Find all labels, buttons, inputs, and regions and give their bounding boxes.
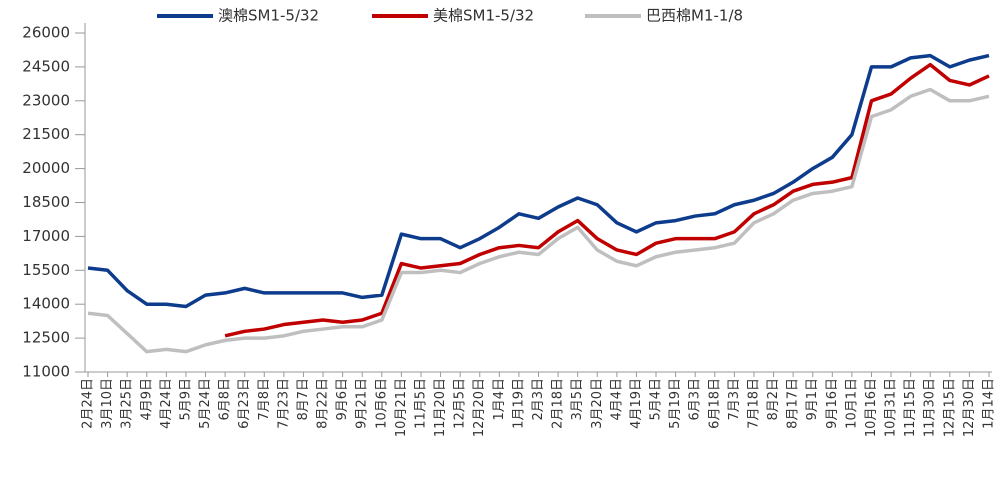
x-tick-label: 10月1日 (844, 378, 859, 429)
x-tick-label: 11月5日 (413, 378, 428, 429)
y-tick-label: 21500 (22, 125, 70, 143)
x-tick-label: 1月19日 (511, 378, 526, 429)
y-tick-label: 26000 (22, 24, 70, 42)
x-tick-label: 9月21日 (355, 378, 370, 429)
x-tick-label: 7月8日 (257, 378, 272, 421)
x-tick-label: 12月15日 (942, 378, 957, 437)
y-tick-label: 15500 (22, 261, 70, 279)
x-tick-label: 4月19日 (629, 378, 644, 429)
x-tick-label: 12月20日 (472, 378, 487, 437)
x-tick-label: 2月3日 (531, 378, 546, 421)
x-tick-label: 9月1日 (805, 378, 820, 421)
x-tick-label: 7月23日 (276, 378, 291, 429)
legend-label: 巴西棉M1-1/8 (646, 7, 743, 25)
legend-label: 美棉SM1-5/32 (433, 7, 534, 25)
x-tick-label: 10月6日 (374, 378, 389, 429)
x-tick-label: 6月23日 (237, 378, 252, 429)
x-tick-label: 8月7日 (296, 378, 311, 421)
x-tick-label: 12月5日 (453, 378, 468, 429)
x-tick-label: 1月14日 (982, 378, 997, 429)
x-tick-label: 3月20日 (590, 378, 605, 429)
series-line (87, 87, 990, 354)
y-tick-label: 17000 (22, 227, 70, 245)
x-tick-label: 5月19日 (668, 378, 683, 429)
series-line (87, 53, 990, 309)
x-tick-label: 6月3日 (688, 378, 703, 421)
x-tick-label: 3月5日 (570, 378, 585, 421)
y-tick-label: 14000 (22, 295, 70, 313)
x-tick-label: 8月22日 (316, 378, 331, 429)
legend-label: 澳棉SM1-5/32 (218, 7, 319, 25)
x-tick-label: 7月18日 (746, 378, 761, 429)
x-tick-label: 12月30日 (962, 378, 977, 437)
series-line (224, 62, 990, 338)
x-tick-label: 11月15日 (903, 378, 918, 437)
x-tick-label: 5月24日 (198, 378, 213, 429)
x-tick-label: 4月4日 (609, 378, 624, 421)
y-tick-label: 23000 (22, 91, 70, 109)
y-tick-label: 11000 (22, 363, 70, 381)
y-tick-label: 12500 (22, 329, 70, 347)
y-tick-label: 20000 (22, 159, 70, 177)
y-tick-label: 24500 (22, 57, 70, 75)
x-tick-label: 4月9日 (139, 378, 154, 421)
x-tick-label: 8月17日 (786, 378, 801, 429)
x-tick-label: 10月31日 (884, 378, 899, 437)
x-tick-label: 11月30日 (923, 378, 938, 437)
x-tick-label: 10月21日 (394, 378, 409, 437)
x-tick-label: 2月24日 (81, 378, 96, 429)
y-tick-label: 18500 (22, 193, 70, 211)
x-tick-label: 1月4日 (492, 378, 507, 421)
x-tick-label: 4月24日 (159, 378, 174, 429)
x-tick-label: 6月18日 (707, 378, 722, 429)
x-tick-label: 3月10日 (100, 378, 115, 429)
x-tick-label: 9月6日 (335, 378, 350, 421)
x-tick-label: 9月16日 (825, 378, 840, 429)
x-tick-label: 6月8日 (218, 378, 233, 421)
x-tick-label: 2月18日 (551, 378, 566, 429)
x-tick-label: 5月4日 (649, 378, 664, 421)
x-tick-label: 8月2日 (766, 378, 781, 421)
x-tick-label: 11月20日 (433, 378, 448, 437)
x-tick-label: 10月16日 (864, 378, 879, 437)
x-tick-label: 5月9日 (178, 378, 193, 421)
x-tick-label: 3月25日 (120, 378, 135, 429)
x-tick-label: 7月3日 (727, 378, 742, 421)
